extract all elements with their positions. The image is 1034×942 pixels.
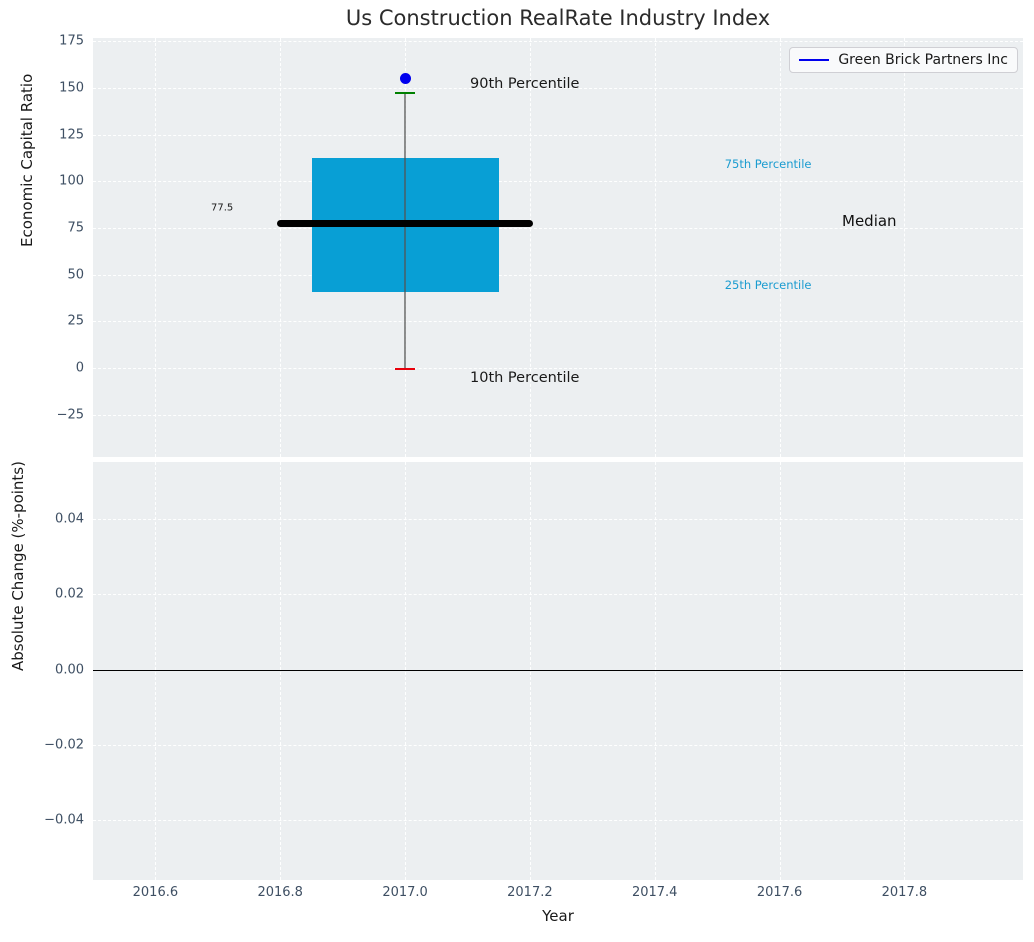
gridline-vertical — [280, 38, 282, 457]
y-tick-label: −25 — [56, 407, 84, 423]
gridline-horizontal — [93, 594, 1023, 596]
annotation-25th-percentile: 25th Percentile — [724, 277, 812, 292]
gridline-vertical — [529, 462, 531, 880]
boxplot-cap-90th — [395, 91, 416, 94]
gridline-horizontal — [93, 41, 1023, 43]
gridline-vertical — [280, 462, 282, 880]
gridline-horizontal — [93, 228, 1023, 229]
gridline-vertical — [904, 462, 906, 880]
y-tick-label: 0.00 — [55, 662, 84, 677]
x-tick-label: 2017.0 — [382, 885, 428, 900]
company-marker — [399, 73, 411, 85]
y-tick-label: 125 — [59, 127, 84, 143]
y-tick-label: 100 — [59, 173, 84, 189]
annotation-10th-percentile: 10th Percentile — [470, 370, 580, 387]
gridline-horizontal — [93, 274, 1023, 276]
axes-top: Green Brick Partners Inc 77.5 90th Percen… — [93, 38, 1023, 457]
gridline-vertical — [654, 462, 656, 880]
annotation-90th-percentile: 90th Percentile — [470, 75, 580, 92]
annotation-median: Median — [842, 211, 897, 230]
boxplot-cap-10th — [395, 367, 416, 371]
gridline-horizontal — [93, 88, 1023, 89]
zero-reference-line — [93, 669, 1023, 671]
y-tick-label: 75 — [67, 220, 84, 236]
legend: Green Brick Partners Inc — [789, 47, 1018, 73]
gridline-vertical — [904, 38, 906, 457]
gridline-horizontal — [93, 414, 1023, 416]
x-tick-label: 2017.8 — [881, 885, 928, 900]
legend-line-swatch — [799, 59, 830, 61]
annotation-75th-percentile: 75th Percentile — [724, 157, 812, 171]
gridline-horizontal — [93, 819, 1023, 821]
y-tick-label: 25 — [67, 313, 84, 329]
gridline-horizontal — [93, 519, 1023, 521]
gridline-vertical — [654, 38, 656, 457]
boxplot-median-line — [277, 219, 533, 227]
gridline-vertical — [779, 462, 781, 880]
x-tick-label: 2016.6 — [132, 885, 179, 900]
gridline-horizontal — [93, 134, 1023, 136]
x-tick-label: 2016.8 — [257, 885, 303, 900]
y-tick-label: 150 — [59, 80, 84, 96]
y-tick-label: 0.02 — [55, 586, 84, 602]
gridline-vertical — [405, 462, 407, 880]
y-tick-label: 0.04 — [55, 511, 84, 527]
x-tick-label: 2017.4 — [631, 885, 678, 900]
gridline-horizontal — [93, 368, 1023, 369]
legend-label: Green Brick Partners Inc — [838, 52, 1008, 68]
x-tick-label: 2017.2 — [507, 885, 553, 900]
gridline-horizontal — [93, 744, 1023, 746]
y-tick-label: 50 — [67, 267, 84, 283]
gridline-vertical — [155, 38, 157, 457]
y-tick-label: −0.02 — [44, 737, 84, 753]
boxplot-whisker — [404, 92, 406, 369]
gridline-vertical — [529, 38, 531, 457]
y-tick-label: 175 — [59, 33, 84, 49]
y-tick-label: 0 — [75, 360, 84, 376]
axes-bottom — [93, 462, 1023, 880]
gridline-horizontal — [93, 181, 1023, 183]
gridline-vertical — [155, 462, 157, 880]
y-tick-label: −0.04 — [44, 812, 84, 828]
gridline-horizontal — [93, 321, 1023, 323]
chart-title: Us Construction RealRate Industry Index — [345, 6, 771, 30]
x-axis-label: Year — [542, 907, 574, 925]
gridline-vertical — [779, 38, 781, 457]
median-value-label: 77.5 — [211, 202, 234, 214]
x-tick-label: 2017.6 — [756, 885, 803, 900]
